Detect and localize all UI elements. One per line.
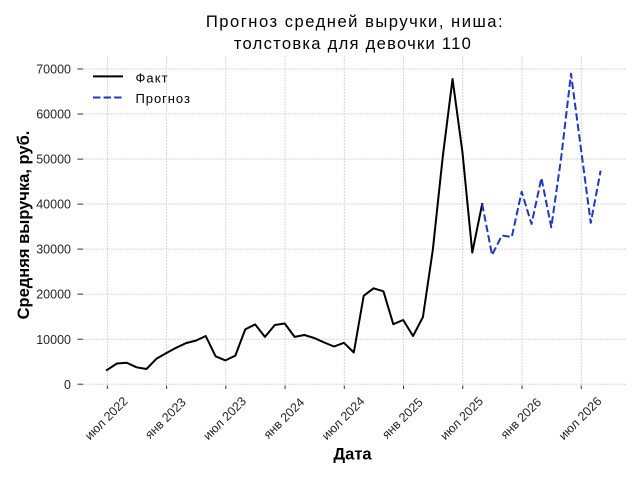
svg-text:июл 2026: июл 2026: [556, 394, 605, 443]
svg-text:толстовка для девочки 110: толстовка для девочки 110: [234, 34, 472, 53]
svg-text:июл 2023: июл 2023: [201, 394, 250, 443]
svg-text:июл 2025: июл 2025: [437, 394, 486, 443]
svg-text:Средняя выручка, руб.: Средняя выручка, руб.: [15, 131, 33, 320]
svg-text:70000: 70000: [36, 63, 71, 77]
svg-text:июл 2024: июл 2024: [319, 394, 368, 443]
svg-text:60000: 60000: [36, 108, 71, 122]
svg-text:Дата: Дата: [333, 446, 372, 464]
svg-text:янв 2025: янв 2025: [379, 395, 425, 441]
svg-text:10000: 10000: [36, 333, 71, 347]
svg-text:0: 0: [64, 378, 71, 392]
svg-text:Факт: Факт: [136, 70, 169, 85]
svg-text:30000: 30000: [36, 243, 71, 257]
svg-text:20000: 20000: [36, 288, 71, 302]
svg-text:50000: 50000: [36, 153, 71, 167]
svg-text:Прогноз средней выручки, ниша:: Прогноз средней выручки, ниша:: [206, 12, 504, 31]
svg-text:янв 2024: янв 2024: [261, 395, 307, 441]
svg-text:июл 2022: июл 2022: [82, 394, 131, 443]
svg-text:40000: 40000: [36, 198, 71, 212]
svg-text:янв 2023: янв 2023: [142, 395, 188, 441]
svg-text:Прогноз: Прогноз: [136, 91, 191, 106]
svg-text:янв 2026: янв 2026: [498, 395, 544, 441]
